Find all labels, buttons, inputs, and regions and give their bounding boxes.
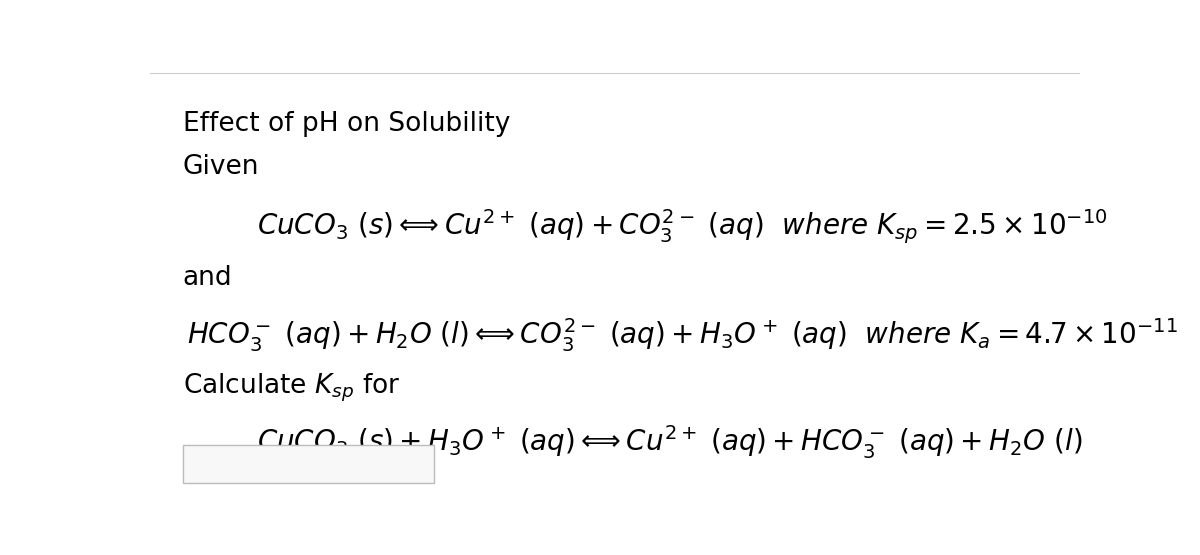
Text: and: and <box>182 265 232 291</box>
Text: $\mathit{CuCO_3}\ (s) + \mathit{H_3O}^+\ (aq) \Longleftrightarrow \mathit{Cu}^{2: $\mathit{CuCO_3}\ (s) + \mathit{H_3O}^+\… <box>257 423 1082 461</box>
FancyBboxPatch shape <box>182 445 433 483</box>
Text: $\mathit{CuCO_3}\ (s) \Longleftrightarrow \mathit{Cu}^{2+}\ (aq) + \mathit{CO}_3: $\mathit{CuCO_3}\ (s) \Longleftrightarro… <box>257 208 1108 246</box>
Text: Effect of pH on Solubility: Effect of pH on Solubility <box>182 112 510 138</box>
Text: Given: Given <box>182 154 259 180</box>
Text: $\mathit{HCO}_3^-\ (aq) + \mathit{H_2O}\ (l) \Longleftrightarrow \mathit{CO}_3^{: $\mathit{HCO}_3^-\ (aq) + \mathit{H_2O}\… <box>187 316 1178 355</box>
Text: Calculate $K_{sp}$ for: Calculate $K_{sp}$ for <box>182 372 400 405</box>
